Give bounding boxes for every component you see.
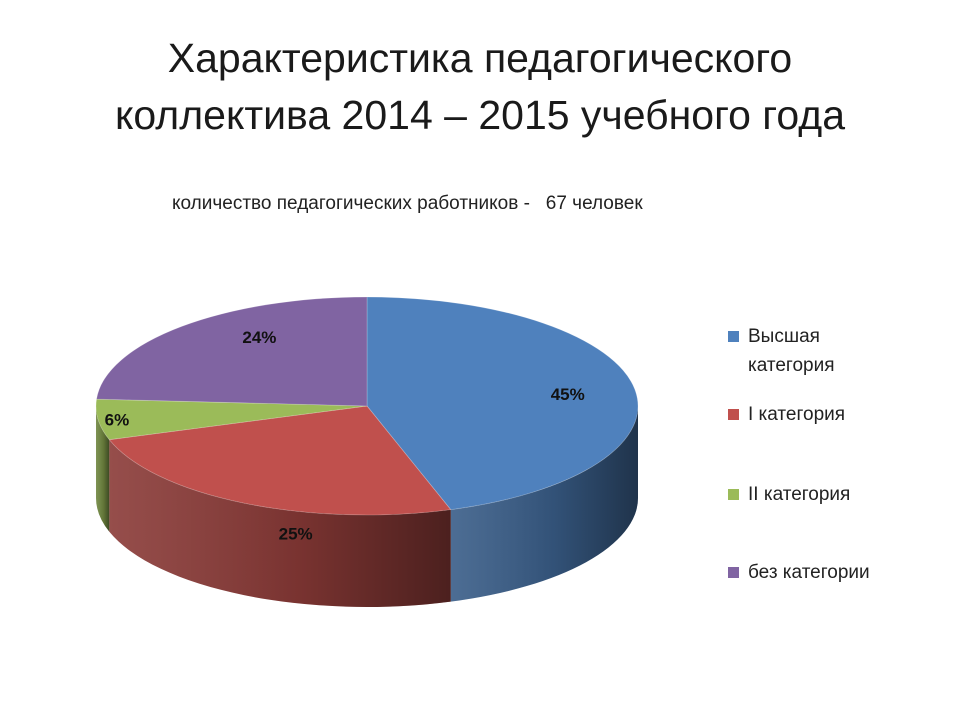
pie-slice-first	[108, 405, 452, 516]
pie-top	[95, 296, 639, 516]
legend-swatch-0	[728, 331, 739, 342]
legend-swatch-1	[728, 409, 739, 420]
subtitle: количество педагогических работников - 6…	[172, 193, 643, 214]
pie-sides	[96, 406, 638, 607]
pie-data-labels: 45% 25% 6% 24%	[105, 328, 585, 543]
title-line-2: коллектива 2014 – 2015 учебного года	[115, 92, 845, 138]
slide-title: Характеристика педагогического коллектив…	[40, 30, 920, 144]
pie-slice-second	[95, 398, 368, 441]
pie-side-shade-highest	[450, 406, 638, 602]
data-label-second: 6%	[105, 411, 130, 430]
pie-slice-highest	[366, 296, 639, 511]
data-label-highest: 45%	[551, 385, 585, 404]
legend-label-2: II категория	[748, 484, 851, 505]
legend-swatch-2	[728, 489, 739, 500]
pie-slice-none	[96, 296, 368, 407]
data-label-first: 25%	[279, 524, 313, 543]
legend-label-0: Высшая категория	[748, 326, 835, 376]
data-label-none: 24%	[242, 328, 276, 347]
legend-item-none: без категории	[728, 558, 898, 587]
legend-label-3: без категории	[748, 562, 870, 583]
legend-label-1: I категория	[748, 404, 846, 425]
legend-item-second: II категория	[728, 480, 898, 509]
legend-item-first: I категория	[728, 400, 898, 429]
pie-side-shade-first	[109, 439, 451, 607]
title-line-1: Характеристика педагогического	[167, 35, 793, 81]
pie-side-shade-second	[96, 406, 110, 532]
legend-swatch-3	[728, 567, 739, 578]
legend-item-highest: Высшая категория	[728, 322, 898, 380]
